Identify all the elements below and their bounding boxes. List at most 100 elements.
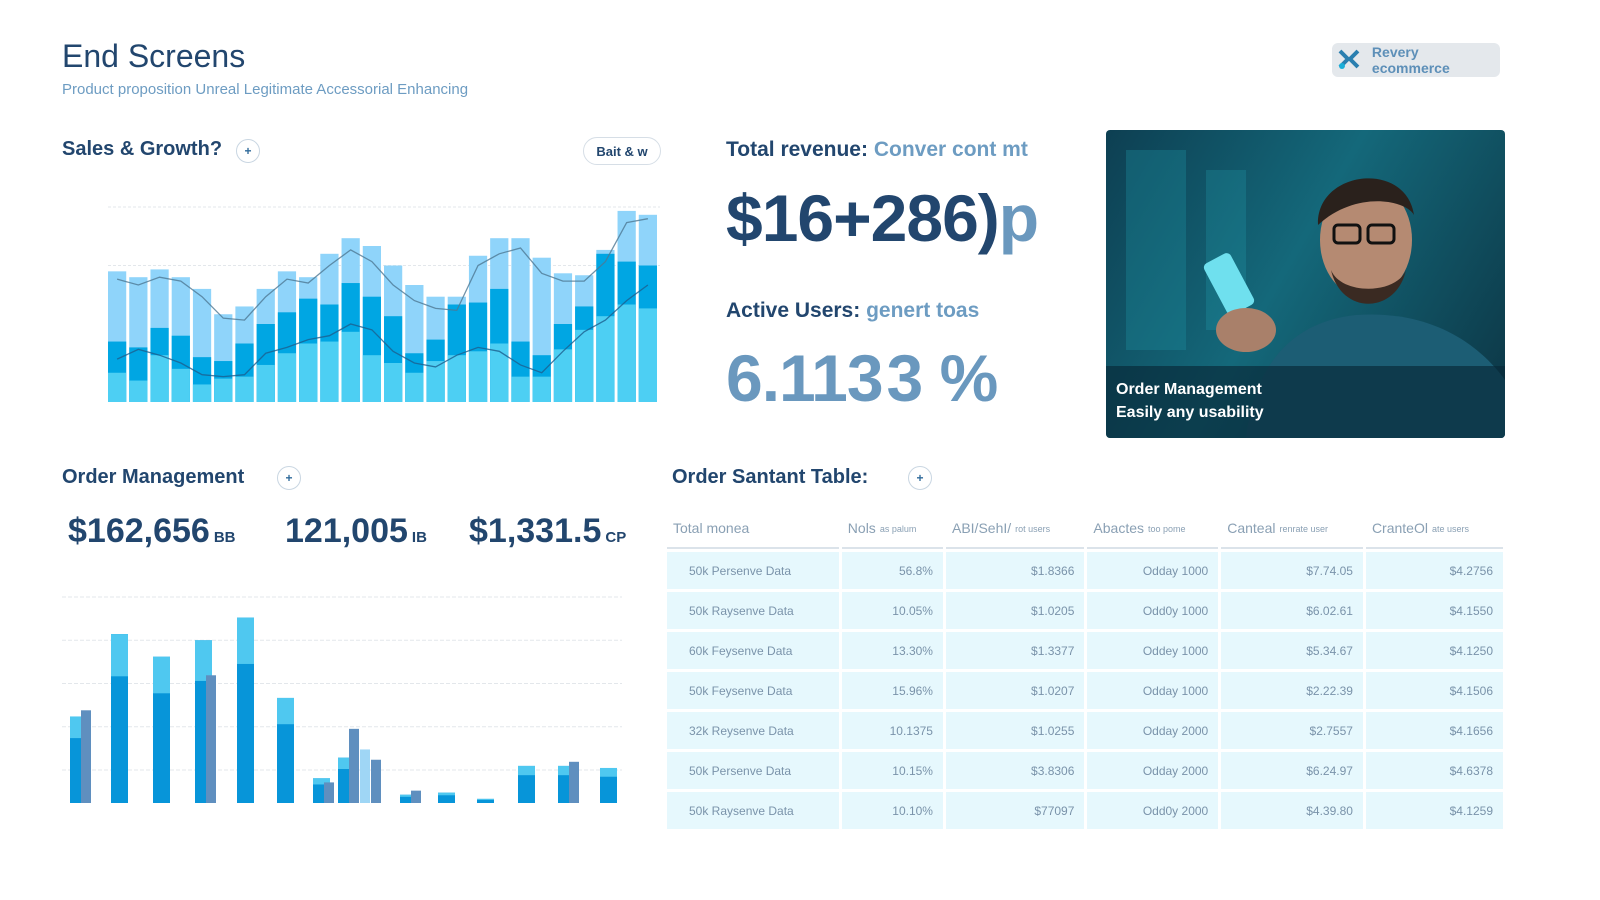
bar <box>371 759 381 803</box>
table-row[interactable]: 60k Feysenve Data 13.30% $1.3377 Oddey 1000… <box>667 632 1503 669</box>
column-header[interactable]: CranteOl ate users <box>1365 509 1503 549</box>
bait-button[interactable]: Bait & w <box>583 137 661 165</box>
table-row[interactable]: 50k Raysenve Data 10.10% $77097 Odd0y 2000 $… <box>667 792 1503 829</box>
promo-image-card[interactable]: Order Management Easily any usability <box>1106 130 1505 438</box>
column-header[interactable]: Canteal renrate user <box>1221 509 1363 549</box>
bar-segment <box>617 304 636 402</box>
bar-highlight <box>600 767 617 777</box>
order-stat-value: $162,656 <box>68 512 210 550</box>
table-cell: $4.1259 <box>1365 792 1503 829</box>
bar-segment <box>256 364 275 402</box>
table-cell: Odday 2000 <box>1087 752 1219 789</box>
order-management-chart <box>62 596 622 803</box>
bar-segment <box>192 384 212 402</box>
table-cell: Odday 2000 <box>1087 712 1219 749</box>
bar-segment <box>277 353 297 402</box>
table-cell: 50k Persenve Data <box>667 752 839 789</box>
plus-icon[interactable]: + <box>908 466 932 490</box>
column-header-label: Nols <box>847 520 876 536</box>
column-header[interactable]: Abactes too pome <box>1087 509 1219 549</box>
bar-segment <box>235 376 254 402</box>
bar-segment <box>468 351 488 402</box>
table-cell: 13.30% <box>841 632 943 669</box>
trend-line <box>116 218 649 321</box>
table-cell: 50k Persenve Data <box>667 552 839 589</box>
table-cell: $4.39.80 <box>1221 792 1363 829</box>
column-header-sublabel: rot users <box>1015 523 1051 534</box>
table-row[interactable]: 50k Persenve Data 56.8% $1.8366 Odday 1000 $… <box>667 552 1503 589</box>
bar-highlight <box>438 792 455 796</box>
table-cell: $4.1656 <box>1365 712 1503 749</box>
brand-button[interactable]: Revery ecommerce <box>1332 43 1500 77</box>
column-header[interactable]: ABI/SehI/rot users <box>945 509 1085 549</box>
table-cell: Odday 1000 <box>1087 552 1219 589</box>
table-cell: Odd0y 1000 <box>1087 592 1219 629</box>
table-header-row: Total monea Nols as palum ABI/SehI/rot user… <box>667 509 1503 549</box>
table-cell: 60k Feysenve Data <box>667 632 839 669</box>
bar-highlight <box>313 778 330 785</box>
column-header-label: ABI/SehI/ <box>951 520 1012 536</box>
bar-highlight <box>195 640 212 681</box>
table-row[interactable]: 50k Persenve Data 10.15% $3.8306 Odday 2000… <box>667 752 1503 789</box>
plus-icon[interactable]: + <box>236 139 260 163</box>
table-cell: $1.0207 <box>945 672 1085 709</box>
bar-segment <box>384 363 403 402</box>
bar <box>400 794 417 803</box>
bar-highlight <box>518 765 535 776</box>
active-users-value-text: 6.113 <box>726 341 884 415</box>
table-cell: $4.1506 <box>1365 672 1503 709</box>
bar-segment <box>150 355 169 402</box>
active-users-label-text: Active Users: <box>726 299 861 322</box>
sales-growth-chart <box>108 206 660 402</box>
bar <box>569 761 579 803</box>
bar <box>277 697 294 803</box>
order-stat-3: $1,331.5 CP <box>469 512 626 551</box>
bar-segment <box>214 378 233 402</box>
table-cell: $4.6378 <box>1365 752 1503 789</box>
table-row[interactable]: 50k Raysenve Data 10.05% $1.0205 Odd0y 1000… <box>667 592 1503 629</box>
sales-growth-title: Sales & Growth? <box>62 138 223 160</box>
bar-segment <box>341 331 360 402</box>
bar-segment <box>575 329 594 402</box>
bar-highlight <box>237 617 254 664</box>
column-header[interactable]: Total monea <box>667 509 839 549</box>
page-subtitle: Product proposition Unreal Legitimate Ac… <box>62 81 469 98</box>
bar <box>111 634 128 803</box>
table-cell: $7.74.05 <box>1221 552 1363 589</box>
order-stat-1: $162,656 BB <box>68 512 235 551</box>
trend-line <box>116 284 649 378</box>
column-header-label: Total monea <box>673 520 750 536</box>
order-table-title: Order Santant Table: <box>672 466 869 488</box>
bar-segment <box>129 380 148 402</box>
bar <box>206 675 216 803</box>
bar-segment <box>299 343 318 402</box>
add-icon[interactable]: + <box>277 466 301 490</box>
order-stat-value: 121,005 <box>285 512 408 550</box>
active-users-value: 6.1133 % <box>726 340 999 416</box>
order-table: Total monea Nols as palum ABI/SehI/rot user… <box>664 506 1506 836</box>
bar <box>411 790 421 803</box>
table-cell: $2.7557 <box>1221 712 1363 749</box>
bar-highlight <box>558 765 575 776</box>
column-header[interactable]: Nols as palum <box>841 509 943 549</box>
bar-highlight <box>153 656 170 694</box>
active-users-label: Active Users: genert toas <box>726 299 979 323</box>
bar <box>349 728 359 803</box>
table-cell: Odday 1000 <box>1087 672 1219 709</box>
bar-highlight <box>477 798 494 800</box>
table-cell: 10.05% <box>841 592 943 629</box>
active-users-suffix: 3 % <box>886 341 999 415</box>
table-row[interactable]: 50k Feysenve Data 15.96% $1.0207 Odday 1000… <box>667 672 1503 709</box>
caption-text: Easily any usability <box>1116 404 1264 421</box>
bar-segment <box>108 372 127 402</box>
table-row[interactable]: 32k Reysenve Data 10.1375 $1.0255 Odday 200… <box>667 712 1503 749</box>
bar <box>324 782 334 803</box>
column-header-sublabel: ate users <box>1431 523 1469 534</box>
caption-title: Order Management <box>1116 381 1262 398</box>
revenue-label-text: Total revenue: <box>726 138 868 161</box>
order-stat-unit: BB <box>213 529 236 546</box>
bar <box>360 749 370 803</box>
table-cell: $1.0255 <box>945 712 1085 749</box>
revenue-value: $16+286)p <box>726 180 1039 256</box>
table-cell: $77097 <box>945 792 1085 829</box>
